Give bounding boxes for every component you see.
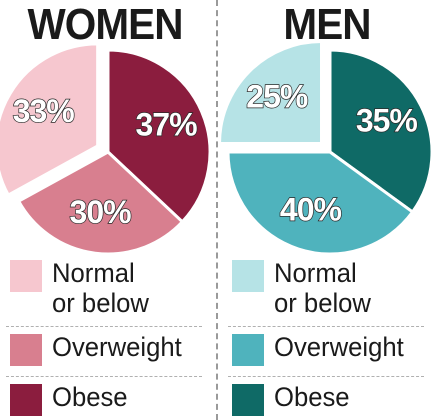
men-legend-swatch (232, 384, 264, 416)
women-legend-swatch (10, 384, 42, 416)
women-slice-normal-or-below (0, 42, 100, 197)
men-legend-swatch (232, 334, 264, 366)
men-slice-label: 40% (280, 192, 342, 228)
women-slice-label: 37% (136, 106, 198, 142)
men-pie-chart: 25% 35% 40% (218, 40, 434, 256)
women-panel: WOMEN 33% 37% 30% Normal or below Overweigh… (0, 0, 212, 420)
men-slice-label: 25% (246, 78, 308, 114)
women-legend-swatch (10, 334, 42, 366)
women-legend-label: Obese (52, 382, 128, 412)
women-pie-chart: 33% 37% 30% (0, 42, 212, 256)
men-slice-obese (328, 48, 434, 214)
men-legend-separator (228, 376, 424, 377)
women-slice-overweight (17, 150, 184, 256)
panel-divider (216, 0, 218, 420)
women-slice-obese (106, 48, 212, 224)
women-legend-label: Normal or below (52, 258, 149, 318)
men-legend-label: Obese (274, 382, 350, 412)
women-slice-label: 30% (70, 194, 132, 230)
women-slice-label: 33% (13, 93, 75, 129)
men-title: MEN (283, 0, 371, 49)
women-legend-separator (6, 326, 202, 327)
men-slice-label: 35% (356, 103, 418, 139)
men-legend-separator (228, 326, 424, 327)
women-legend-label: Overweight (52, 332, 182, 362)
women-title: WOMEN (27, 0, 183, 49)
men-legend-swatch (232, 260, 264, 292)
men-legend-label: Overweight (274, 332, 404, 362)
men-slice-overweight (226, 150, 415, 256)
men-panel: MEN 25% 35% 40% Normal or below Overweight O… (218, 0, 434, 420)
women-legend-separator (6, 376, 202, 377)
men-slice-normal-or-below (218, 40, 324, 146)
men-legend-label: Normal or below (274, 258, 371, 318)
women-legend-swatch (10, 260, 42, 292)
